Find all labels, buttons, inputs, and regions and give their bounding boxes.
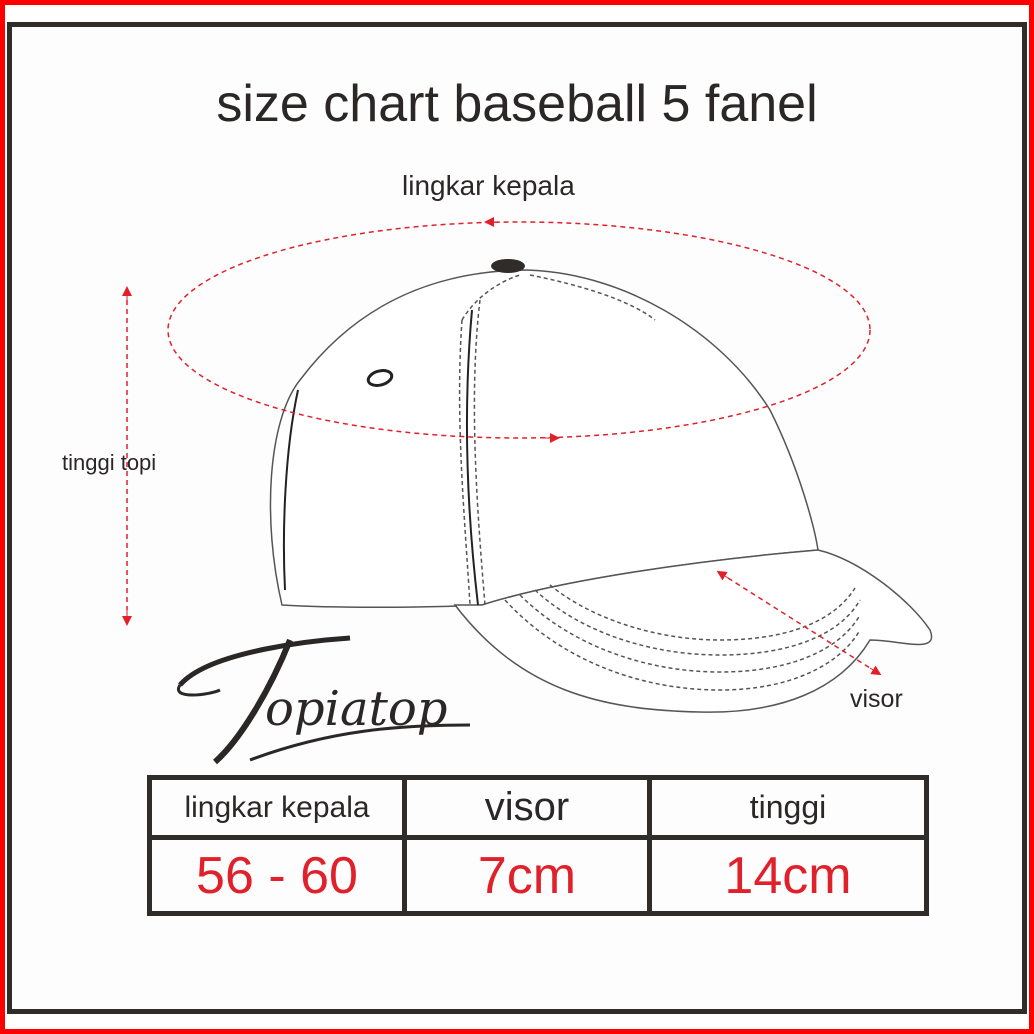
circumference-measure-line [167, 221, 871, 439]
size-table: lingkar kepala visor tinggi 56 - 60 7cm … [147, 775, 929, 916]
page-title: size chart baseball 5 fanel [216, 75, 818, 133]
size-table-header-row: lingkar kepala visor tinggi [147, 775, 929, 840]
topiatop-logo: opiatop [176, 635, 471, 765]
cap-button [491, 259, 525, 273]
value-visor: 7cm [402, 835, 652, 916]
svg-text:opiatop: opiatop [265, 681, 448, 737]
eyelet [366, 369, 394, 387]
value-circumference: 56 - 60 [147, 835, 407, 916]
size-table-value-row: 56 - 60 7cm 14cm [147, 835, 929, 916]
header-visor: visor [402, 775, 652, 840]
value-height: 14cm [647, 835, 929, 916]
header-circumference: lingkar kepala [147, 775, 407, 840]
header-height: tinggi [647, 775, 929, 840]
cap-drawing [269, 269, 933, 713]
visor-label: visor [850, 685, 903, 713]
visor-measure-line [727, 577, 871, 669]
circumference-label: lingkar kepala [402, 170, 575, 201]
height-label: tinggi topi [62, 450, 157, 475]
